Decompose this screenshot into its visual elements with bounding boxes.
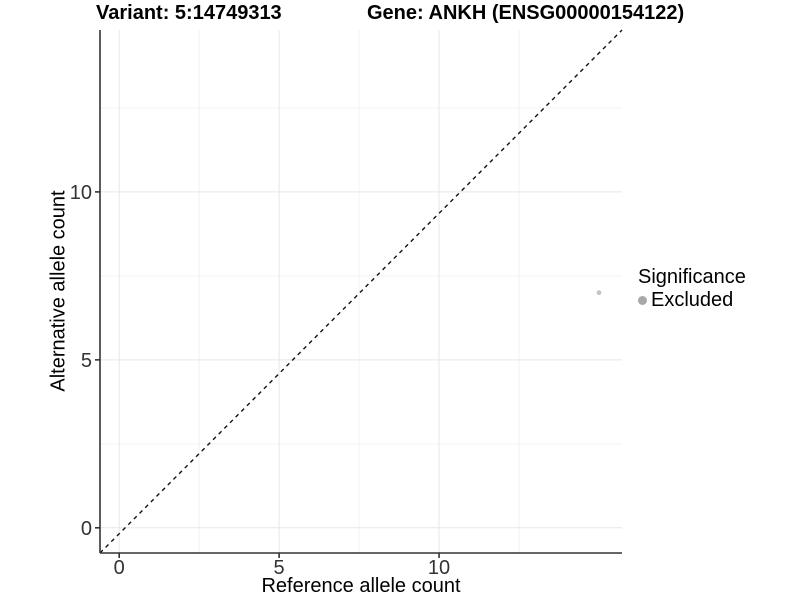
legend-item-label: Excluded xyxy=(651,289,734,311)
legend-title: Significance xyxy=(638,266,746,288)
data-point xyxy=(596,290,602,296)
y-tick-label: 10 xyxy=(70,182,92,204)
variant-title: Variant: 5:14749313 xyxy=(96,2,282,24)
x-axis-title: Reference allele count xyxy=(261,575,461,597)
identity-dashed-line xyxy=(99,29,623,554)
y-tick-label: 5 xyxy=(81,350,92,372)
gene-title: Gene: ANKH (ENSG00000154122) xyxy=(367,2,685,24)
legend: Significance Excluded xyxy=(638,266,746,311)
legend-item-excluded: Excluded xyxy=(638,289,746,311)
legend-key-dot-icon xyxy=(638,295,647,305)
x-tick-label: 5 xyxy=(274,557,285,579)
x-tick-label: 0 xyxy=(114,557,125,579)
y-tick-label: 0 xyxy=(81,518,92,540)
x-tick-label: 10 xyxy=(428,557,450,579)
